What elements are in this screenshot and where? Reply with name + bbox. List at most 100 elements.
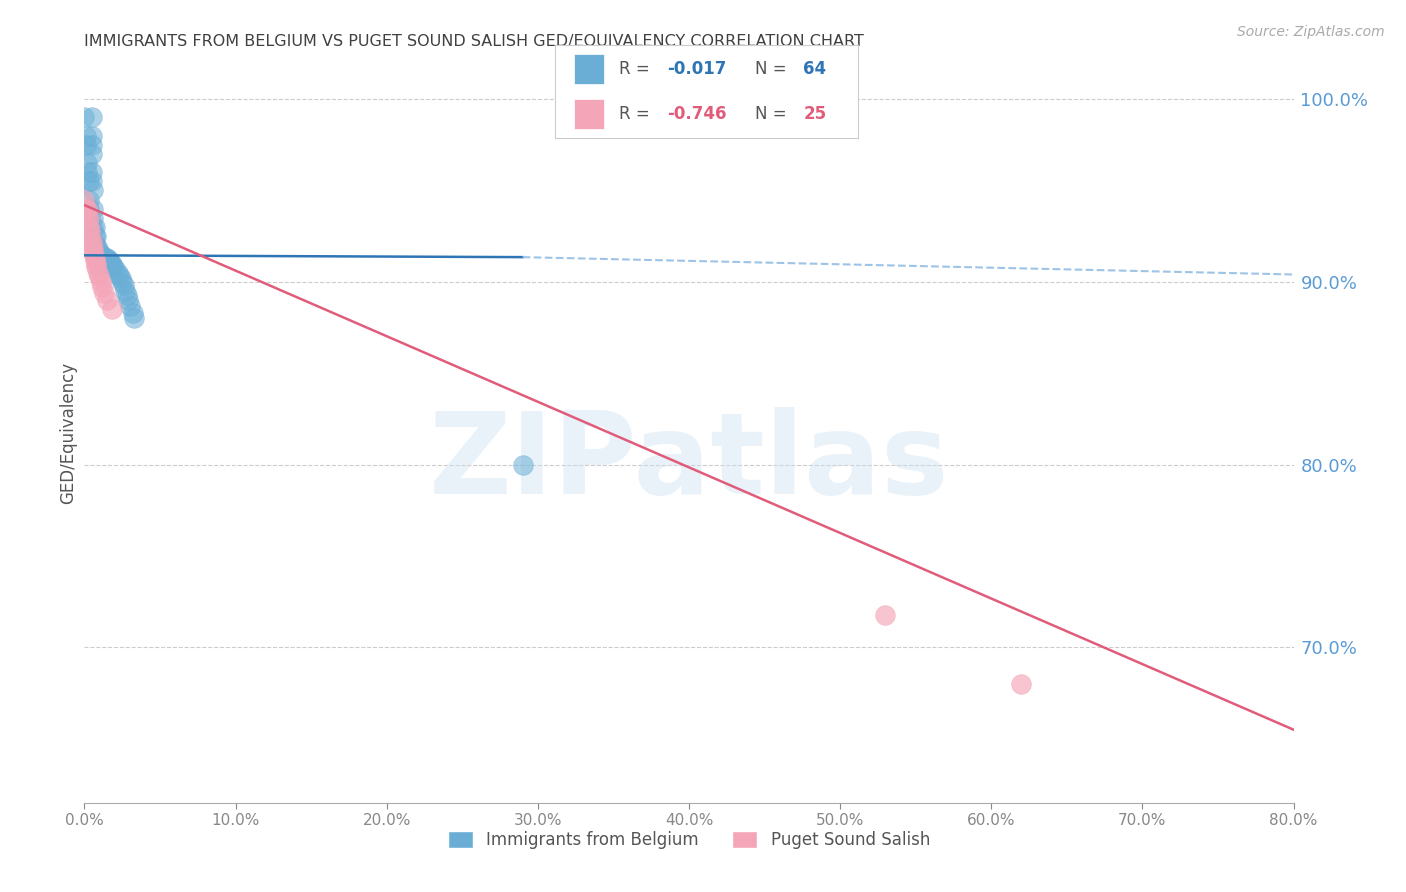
Point <box>80 146 103 161</box>
Point <box>82 219 104 234</box>
Text: 25: 25 <box>803 105 827 123</box>
Text: N =: N = <box>755 60 792 78</box>
Bar <box>574 54 603 84</box>
Y-axis label: GED/Equivalency: GED/Equivalency <box>59 361 77 504</box>
Point <box>73 110 96 124</box>
Point <box>94 251 117 265</box>
Point <box>77 211 100 225</box>
Point <box>97 252 120 267</box>
Point <box>512 458 534 472</box>
Point <box>84 229 107 244</box>
Point <box>93 285 115 300</box>
Point <box>90 252 112 267</box>
Point <box>80 238 103 252</box>
Point <box>93 251 115 265</box>
Point <box>87 266 110 280</box>
Point <box>77 193 100 207</box>
Point <box>79 219 101 234</box>
Point <box>80 235 103 249</box>
Text: R =: R = <box>619 105 655 123</box>
Point <box>114 284 136 298</box>
Text: N =: N = <box>755 105 792 123</box>
Point <box>87 247 110 261</box>
Point <box>84 219 107 234</box>
Text: 64: 64 <box>803 60 827 78</box>
Point <box>875 607 897 622</box>
Point <box>82 183 104 197</box>
Point <box>86 256 108 270</box>
Point <box>75 202 97 216</box>
Point <box>76 211 98 225</box>
Point <box>121 306 143 320</box>
Point <box>73 193 96 207</box>
Point <box>79 229 101 244</box>
Point <box>86 229 108 244</box>
Bar <box>574 99 603 129</box>
Point <box>89 252 111 267</box>
Point <box>108 269 131 284</box>
Point <box>89 251 111 265</box>
Point <box>76 202 98 216</box>
Point <box>82 245 104 260</box>
Point <box>100 256 122 270</box>
Point <box>96 293 118 307</box>
Point <box>118 299 141 313</box>
Point <box>90 275 112 289</box>
Point <box>77 219 100 234</box>
Point <box>107 266 129 280</box>
Point <box>98 254 121 268</box>
Point <box>115 287 138 301</box>
Point <box>79 211 101 225</box>
Text: R =: R = <box>619 60 655 78</box>
Point <box>89 249 111 263</box>
Point <box>96 251 118 265</box>
Point <box>80 110 103 124</box>
Text: -0.017: -0.017 <box>668 60 727 78</box>
Point <box>84 238 107 252</box>
Point <box>104 262 127 277</box>
Point <box>89 245 111 260</box>
Point <box>100 302 122 317</box>
Point <box>86 238 108 252</box>
Point <box>91 249 114 263</box>
Point <box>91 280 114 294</box>
Point <box>110 271 132 285</box>
Point <box>76 165 98 179</box>
Point <box>91 252 114 267</box>
Point <box>112 278 135 293</box>
Point <box>89 269 111 284</box>
Point <box>122 311 145 326</box>
Text: -0.746: -0.746 <box>668 105 727 123</box>
Point <box>80 174 103 188</box>
Point <box>90 247 112 261</box>
Point <box>84 252 107 267</box>
Point <box>82 242 104 256</box>
Point <box>82 211 104 225</box>
Text: IMMIGRANTS FROM BELGIUM VS PUGET SOUND SALISH GED/EQUIVALENCY CORRELATION CHART: IMMIGRANTS FROM BELGIUM VS PUGET SOUND S… <box>84 34 865 49</box>
Legend: Immigrants from Belgium, Puget Sound Salish: Immigrants from Belgium, Puget Sound Sal… <box>440 822 938 857</box>
Point <box>1011 677 1033 691</box>
Point <box>86 260 108 275</box>
Point <box>82 202 104 216</box>
Point <box>100 258 122 272</box>
Point <box>84 251 107 265</box>
Point <box>101 260 124 275</box>
Text: ZIPatlas: ZIPatlas <box>429 407 949 517</box>
Point <box>80 128 103 143</box>
Point <box>117 293 139 307</box>
Text: Source: ZipAtlas.com: Source: ZipAtlas.com <box>1237 25 1385 39</box>
Point <box>91 256 114 270</box>
Point <box>94 252 117 267</box>
Point <box>80 137 103 152</box>
Point <box>79 224 101 238</box>
Point <box>97 254 120 268</box>
Point <box>77 174 100 188</box>
Point <box>111 275 134 289</box>
Point <box>76 156 98 170</box>
Point <box>80 165 103 179</box>
Point <box>93 254 115 268</box>
Point <box>96 252 118 267</box>
Point <box>87 252 110 267</box>
Point <box>79 229 101 244</box>
Point <box>75 128 97 143</box>
